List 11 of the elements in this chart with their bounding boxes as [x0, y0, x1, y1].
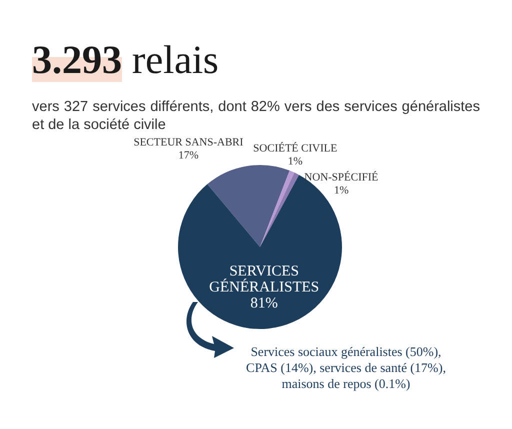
slice-label: SERVICES GÉNÉRALISTES [209, 264, 320, 296]
data-label: 17% [178, 150, 199, 162]
slice-label: SOCIÉTÉ CIVILE [253, 142, 338, 155]
text: Services sociaux généralistes (50%), CPAS (14%), services de santé (17%), maisons de repos (0.1%) [245, 344, 447, 392]
data-label: 1% [334, 184, 349, 197]
slice-label: SECTEUR SANS-ABRI [134, 136, 244, 149]
slice-label: NON-SPÉCIFIÉ [304, 170, 379, 184]
data-label: 1% [288, 156, 302, 168]
chart-title: 3.293 relais [32, 36, 219, 83]
chart-subtitle: vers 327 services différents, dont 82% vers des services généralistes et de la société civile [32, 98, 480, 134]
data-label: 81% [250, 296, 278, 312]
